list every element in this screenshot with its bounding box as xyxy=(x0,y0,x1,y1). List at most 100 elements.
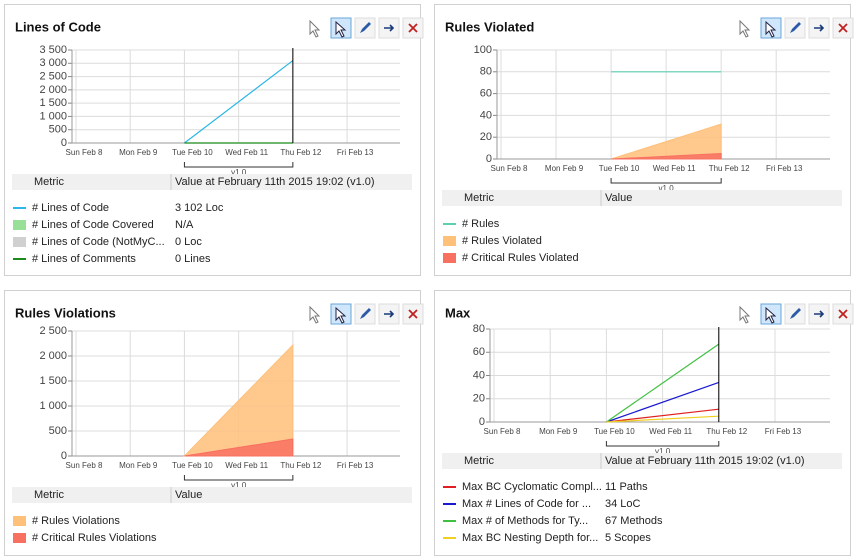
select-icon[interactable] xyxy=(739,19,751,38)
panel xyxy=(4,290,421,556)
x-tick-label: Mon Feb 9 xyxy=(119,148,158,157)
legend-name: # Lines of Comments xyxy=(32,253,136,265)
line xyxy=(606,408,719,423)
legend-name: # Lines of Code xyxy=(32,202,109,214)
edit-icon xyxy=(790,22,801,33)
table-header xyxy=(12,487,412,503)
line xyxy=(184,60,294,144)
legend-name: Max BC Cyclomatic Compl... xyxy=(462,481,602,493)
legend-swatch xyxy=(13,220,26,230)
close-icon xyxy=(408,309,418,319)
y-tick-label: 80 xyxy=(473,323,485,335)
panel-title: Max xyxy=(445,305,471,320)
y-tick-label: 0 xyxy=(486,153,492,165)
x-tick-label: Sun Feb 8 xyxy=(66,148,103,157)
x-tick-label: Wed Feb 11 xyxy=(649,427,692,436)
y-tick-label: 20 xyxy=(473,393,485,405)
panel-title: Rules Violations xyxy=(15,305,116,320)
panel-title: Lines of Code xyxy=(15,19,101,34)
select-icon[interactable] xyxy=(309,305,321,324)
edit-icon xyxy=(790,308,801,319)
line xyxy=(606,415,719,423)
x-tick-label: Thu Feb 12 xyxy=(706,427,747,436)
y-tick-label: 20 xyxy=(480,131,492,143)
y-tick-label: 500 xyxy=(49,124,67,136)
area xyxy=(184,438,294,457)
header-value: Value xyxy=(605,192,632,204)
x-tick-label: Wed Feb 11 xyxy=(653,164,696,173)
x-tick-label: Thu Feb 12 xyxy=(709,164,750,173)
move-icon xyxy=(814,24,825,32)
y-tick-label: 1 500 xyxy=(39,375,67,387)
legend-swatch xyxy=(13,533,26,543)
x-tick-label: Fri Feb 13 xyxy=(766,164,803,173)
move-icon xyxy=(384,310,395,318)
panel-title: Rules Violated xyxy=(445,19,534,34)
y-tick-label: 2 000 xyxy=(39,84,67,96)
table-header xyxy=(12,174,412,190)
line xyxy=(606,343,720,423)
y-tick-label: 2 500 xyxy=(39,325,67,337)
zoom-icon xyxy=(765,20,777,38)
y-tick-label: 2 500 xyxy=(39,70,67,82)
y-tick-label: 1 500 xyxy=(39,97,67,109)
version-label: v1.0 xyxy=(659,184,675,193)
area xyxy=(611,153,722,160)
y-tick-label: 60 xyxy=(480,88,492,100)
legend-value: 5 Scopes xyxy=(605,532,651,544)
y-tick-label: 60 xyxy=(473,346,485,358)
legend-name: # Rules Violations xyxy=(32,515,120,527)
legend-swatch xyxy=(13,516,26,526)
select-icon[interactable] xyxy=(309,19,321,38)
header-value: Value at February 11th 2015 19:02 (v1.0) xyxy=(605,455,805,467)
version-bracket xyxy=(183,162,294,168)
y-tick-label: 40 xyxy=(480,109,492,121)
y-tick-label: 0 xyxy=(479,416,485,428)
legend-name: # Rules Violated xyxy=(462,235,542,247)
version-label: v1.0 xyxy=(231,168,247,177)
x-tick-label: Mon Feb 9 xyxy=(119,461,158,470)
legend-swatch xyxy=(443,236,456,246)
y-tick-label: 1 000 xyxy=(39,400,67,412)
y-tick-label: 3 000 xyxy=(39,57,67,69)
x-tick-label: Tue Feb 10 xyxy=(594,427,635,436)
close-icon xyxy=(408,23,418,33)
close-icon xyxy=(838,309,848,319)
legend-value: 67 Methods xyxy=(605,515,663,527)
legend-name: # Critical Rules Violations xyxy=(32,532,157,544)
version-bracket xyxy=(605,441,720,447)
x-tick-label: Tue Feb 10 xyxy=(172,461,213,470)
y-tick-label: 500 xyxy=(49,425,67,437)
legend-swatch xyxy=(443,253,456,263)
legend-name: # Critical Rules Violated xyxy=(462,252,579,264)
y-tick-label: 40 xyxy=(473,369,485,381)
x-tick-label: Tue Feb 10 xyxy=(599,164,640,173)
legend-swatch xyxy=(13,237,26,247)
edit-icon xyxy=(360,22,371,33)
legend-value: 0 Loc xyxy=(175,236,202,248)
select-icon[interactable] xyxy=(739,305,751,324)
legend-name: Max # Lines of Code for ... xyxy=(462,498,591,510)
legend-value: 0 Lines xyxy=(175,253,211,265)
x-tick-label: Thu Feb 12 xyxy=(280,148,321,157)
x-tick-label: Fri Feb 13 xyxy=(337,461,374,470)
x-tick-label: Fri Feb 13 xyxy=(765,427,802,436)
legend-value: 3 102 Loc xyxy=(175,202,224,214)
close-icon xyxy=(838,23,848,33)
legend-value: 11 Paths xyxy=(605,481,648,493)
y-tick-label: 2 000 xyxy=(39,350,67,362)
x-tick-label: Fri Feb 13 xyxy=(337,148,374,157)
legend-name: # Lines of Code Covered xyxy=(32,219,154,231)
version-bracket xyxy=(610,178,722,184)
x-tick-label: Wed Feb 11 xyxy=(225,461,268,470)
table-header xyxy=(442,453,842,469)
y-tick-label: 100 xyxy=(474,44,492,56)
legend-name: # Rules xyxy=(462,218,500,230)
x-tick-label: Sun Feb 8 xyxy=(484,427,521,436)
x-tick-label: Wed Feb 11 xyxy=(225,148,268,157)
x-tick-label: Tue Feb 10 xyxy=(172,148,213,157)
legend-value: N/A xyxy=(175,219,194,231)
y-tick-label: 0 xyxy=(61,137,67,149)
legend-name: Max # of Methods for Ty... xyxy=(462,515,588,527)
